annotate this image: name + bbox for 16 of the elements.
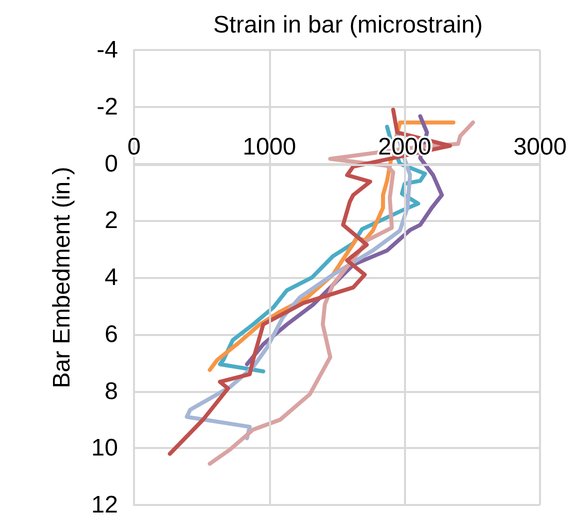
y-tick-label: 10 [91, 434, 118, 462]
y-tick-label: -2 [96, 93, 118, 120]
y-tick-label: 2 [104, 207, 118, 234]
x-tick-label: 0 [127, 134, 141, 160]
y-tick-label: 4 [104, 264, 118, 291]
y-tick-label: 8 [104, 378, 118, 405]
y-axis-title: Bar Embedment (in.) [48, 166, 76, 388]
line-series [208, 120, 476, 466]
x-tick-label: 2000 [378, 134, 432, 160]
x-axis-title: Strain in bar (microstrain) [213, 12, 483, 38]
x-tick-label: 3000 [513, 134, 567, 160]
y-tick-label: 12 [91, 492, 118, 518]
line-series [168, 108, 452, 456]
x-tick-label: 1000 [242, 134, 296, 160]
y-tick-label: 6 [104, 320, 118, 348]
y-tick-label: -4 [96, 36, 118, 64]
